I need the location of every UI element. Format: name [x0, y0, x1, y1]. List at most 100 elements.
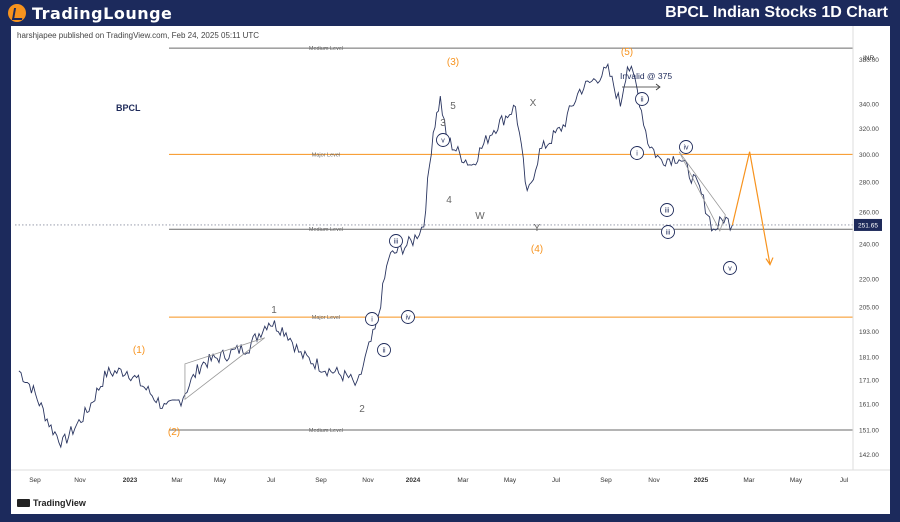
wave-label-minor: ii — [382, 348, 386, 355]
y-tick-label: 220.00 — [859, 276, 879, 283]
wave-label-minor: iv — [405, 315, 411, 322]
y-tick-label: 240.00 — [859, 241, 879, 248]
currency-label: INR — [863, 55, 875, 62]
x-tick-label: Sep — [29, 477, 41, 484]
wave-label-intermediate: 5 — [450, 101, 456, 112]
chart-panel: harshjapee published on TradingView.com,… — [11, 26, 890, 514]
wave-label-minor: iii — [665, 208, 670, 215]
wave-circle — [723, 261, 737, 275]
x-tick-label: Sep — [600, 477, 612, 484]
invalidation-arrowhead — [655, 83, 661, 91]
x-tick-label: Sep — [315, 477, 327, 484]
tradingview-icon — [17, 499, 30, 507]
level-label: Medium Level — [309, 227, 343, 233]
x-tick-label: May — [504, 477, 517, 484]
wave-circle — [630, 146, 644, 160]
price-chart[interactable]: Medium Level Major Level Medium Level Major… — [11, 26, 890, 514]
tradinglounge-logo[interactable]: TradingLounge — [8, 3, 172, 23]
wave-label-minor: iv — [683, 145, 689, 152]
y-tick-label: 161.00 — [859, 402, 879, 409]
wave-label-intermediate: 2 — [359, 404, 365, 415]
x-tick-label: Mar — [457, 477, 469, 484]
level-label: Medium Level — [309, 46, 343, 52]
wave-label-minor: ii — [640, 97, 644, 104]
x-tick-label: Nov — [362, 477, 374, 484]
x-tick-label: 2025 — [694, 477, 709, 484]
wave-label-intermediate: 4 — [446, 195, 452, 206]
annotations-layer: (1)(2)(3)(4)(5)12345WXYiiiiiiivviiiiiiii… — [133, 47, 737, 438]
logo-text: TradingLounge — [32, 4, 172, 23]
tradingview-footer[interactable]: TradingView — [17, 498, 86, 508]
x-tick-label: Jul — [840, 477, 849, 484]
projection-line — [731, 151, 771, 265]
y-tick-label: 171.00 — [859, 378, 879, 385]
wave-label-intermediate: W — [475, 211, 485, 222]
x-tick-label: Jul — [552, 477, 561, 484]
wave-label-minor: v — [441, 138, 445, 145]
wedge-drawing — [678, 151, 726, 232]
level-label: Medium Level — [309, 428, 343, 434]
x-tick-label: Mar — [171, 477, 183, 484]
invalidation-note: Invalid @ 375 — [620, 71, 672, 81]
wave-label-minor: i — [636, 151, 638, 158]
last-price-badge — [854, 218, 882, 231]
level-label: Major Level — [312, 315, 340, 321]
y-tick-label: 193.00 — [859, 329, 879, 336]
wave-circle — [635, 92, 649, 106]
x-tick-label: May — [790, 477, 803, 484]
y-tick-label: 181.00 — [859, 355, 879, 362]
wave-label-minor: i — [371, 317, 373, 324]
y-tick-label: 142.00 — [859, 452, 879, 459]
wave-circle — [436, 133, 450, 147]
wave-label-minor: iii — [666, 230, 671, 237]
price-layer — [18, 62, 774, 449]
last-price-label: 251.65 — [858, 222, 878, 229]
tradingview-brand: TradingView — [33, 498, 86, 508]
y-tick-label: 320.00 — [859, 126, 879, 133]
symbol-label: BPCL — [116, 103, 141, 113]
wave-circle — [377, 343, 391, 357]
levels-layer: Medium Level Major Level Medium Level Major… — [15, 46, 853, 434]
wave-circle — [679, 140, 693, 154]
wave-circle — [389, 234, 403, 248]
y-tick-label: 340.00 — [859, 102, 879, 109]
wave-label-intermediate: 3 — [440, 118, 446, 129]
x-tick-label: Nov — [74, 477, 86, 484]
y-tick-label: 300.00 — [859, 152, 879, 159]
y-tick-label: 260.00 — [859, 209, 879, 216]
wave-label-primary: (3) — [447, 57, 459, 68]
logo-icon — [8, 4, 26, 22]
x-tick-label: Nov — [648, 477, 660, 484]
wave-label-minor: v — [728, 266, 732, 273]
wave-label-primary: (1) — [133, 345, 145, 356]
wave-circle — [365, 312, 379, 326]
x-tick-label: Mar — [743, 477, 755, 484]
wave-label-primary: (5) — [621, 47, 633, 58]
price-series — [18, 62, 733, 449]
y-tick-label: 380.00 — [859, 57, 879, 64]
y-tick-label: 205.00 — [859, 305, 879, 312]
wave-label-intermediate: Y — [534, 223, 541, 234]
wave-label-primary: (4) — [531, 244, 543, 255]
projection-arrowhead — [765, 257, 774, 266]
wedge-drawing — [184, 337, 266, 401]
wave-circle — [661, 225, 675, 239]
y-tick-label: 280.00 — [859, 180, 879, 187]
wave-label-intermediate: X — [530, 98, 537, 109]
x-tick-label: 2024 — [406, 477, 421, 484]
wave-label-primary: (2) — [168, 427, 180, 438]
level-label: Major Level — [312, 152, 340, 158]
x-tick-label: Jul — [267, 477, 276, 484]
publisher-note: harshjapee published on TradingView.com,… — [17, 31, 260, 40]
logo-word-1: TradingLounge — [32, 3, 173, 23]
x-tick-label: 2023 — [123, 477, 138, 484]
y-tick-label: 151.00 — [859, 427, 879, 434]
wave-circle — [660, 203, 674, 217]
header-bar: TradingLounge BPCL Indian Stocks 1D Char… — [0, 0, 900, 26]
report-title: BPCL Indian Stocks 1D Chart — [665, 4, 888, 21]
wave-label-intermediate: 1 — [271, 305, 277, 316]
wave-label-minor: iii — [394, 239, 399, 246]
x-tick-label: May — [214, 477, 227, 484]
wave-circle — [401, 310, 415, 324]
